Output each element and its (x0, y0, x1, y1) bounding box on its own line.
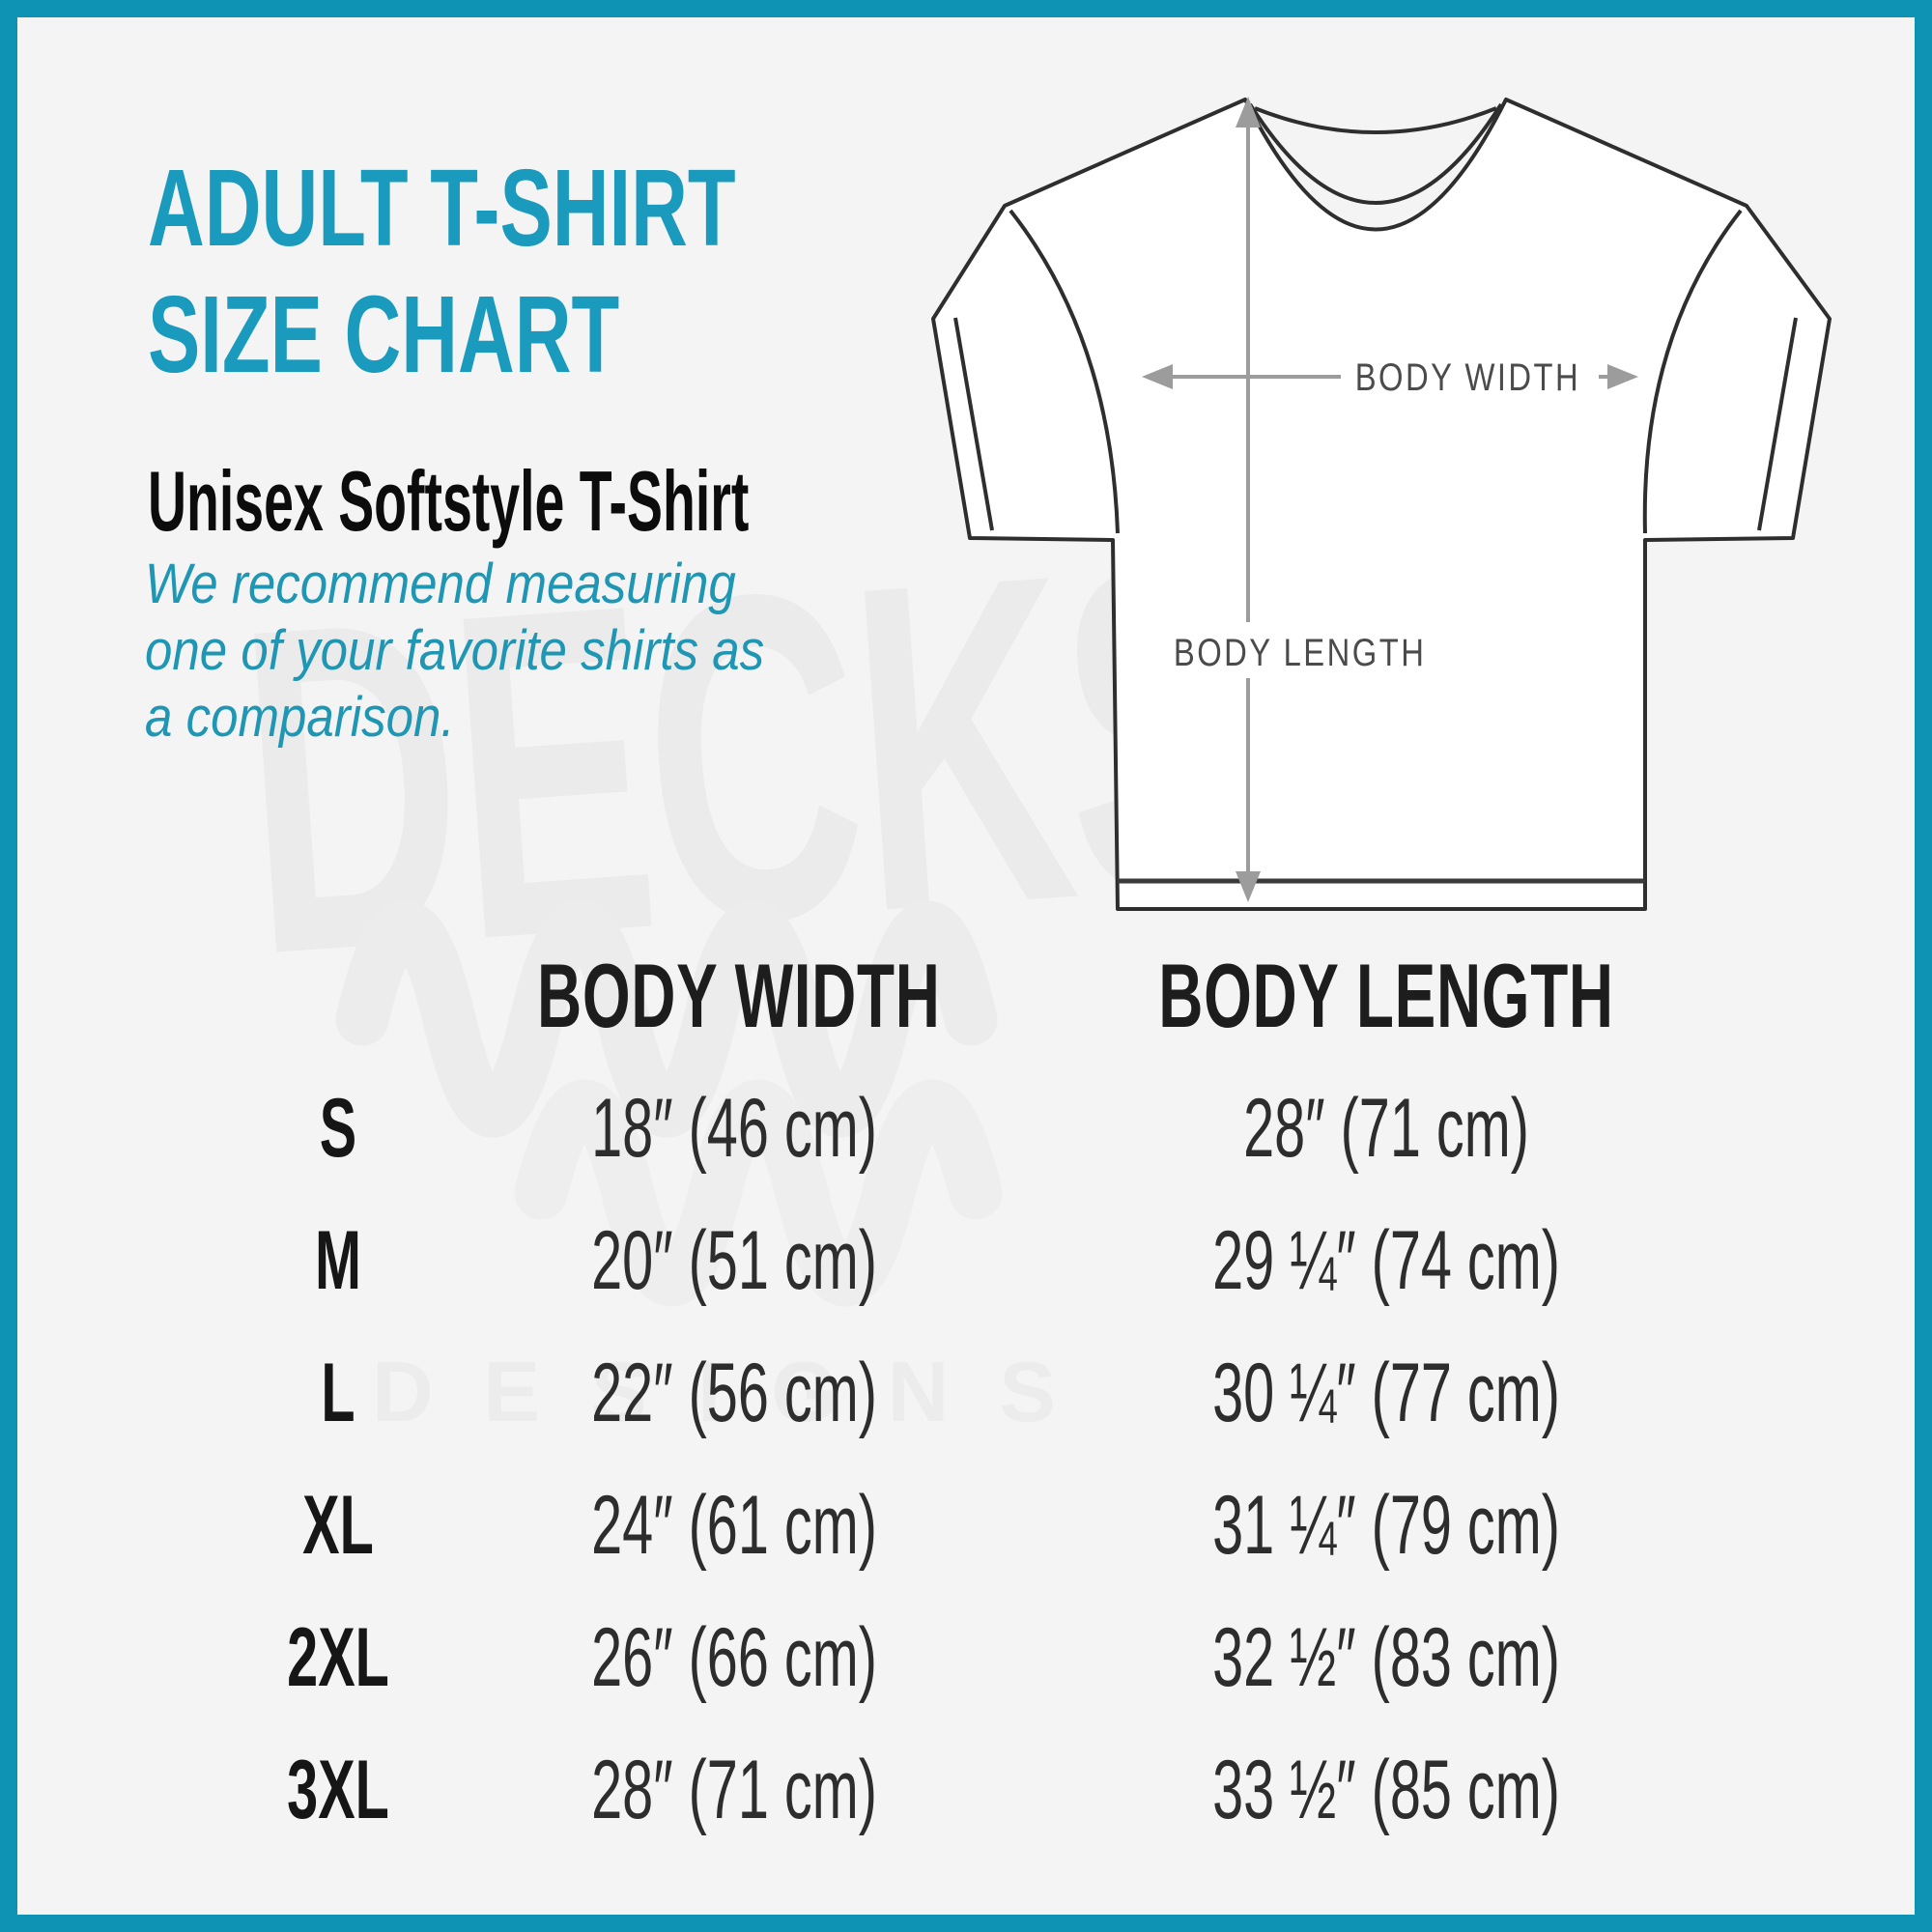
body-length-label-backing (1177, 622, 1424, 678)
table-row: S 18″ (46 cm) 28″ (71 cm) (232, 1063, 1748, 1195)
measuring-note-line1: We recommend measuring (145, 553, 736, 615)
body-width-value: 20″ (51 cm) (591, 1214, 877, 1307)
right-armhole-seam (1642, 209, 1743, 534)
table-row: XL 24″ (61 cm) 31 ¼″ (79 cm) (232, 1460, 1748, 1592)
left-armhole-seam (1009, 209, 1120, 534)
measuring-note-line2: one of your favorite shirts as (145, 619, 765, 682)
size-label: S (319, 1082, 357, 1175)
body-length-value: 32 ½″ (83 cm) (1212, 1611, 1560, 1704)
collar-inner-arc (1248, 102, 1503, 205)
arrow-right-icon (1607, 364, 1638, 389)
tshirt-outline (931, 98, 1832, 911)
product-name: Unisex Softstyle T-Shirt (148, 453, 750, 549)
body-width-value: 26″ (66 cm) (591, 1611, 877, 1704)
body-length-column-header: BODY LENGTH (1158, 945, 1614, 1046)
table-row: 3XL 28″ (71 cm) 33 ½″ (85 cm) (232, 1724, 1748, 1857)
table-row: 2XL 26″ (66 cm) 32 ½″ (83 cm) (232, 1592, 1748, 1724)
size-table-body: S 18″ (46 cm) 28″ (71 cm) M 20″ (51 cm) 29 ¼″… (232, 1063, 1748, 1857)
size-label: M (314, 1214, 361, 1307)
body-length-value: 29 ¼″ (74 cm) (1212, 1214, 1560, 1307)
table-row: L 22″ (56 cm) 30 ¼″ (77 cm) (232, 1327, 1748, 1460)
arrow-left-icon (1142, 364, 1173, 389)
size-table: BODY WIDTH BODY LENGTH S 18″ (46 cm) 28″ (… (232, 929, 1748, 1857)
size-label: XL (302, 1479, 374, 1572)
body-length-value: 33 ½″ (85 cm) (1212, 1744, 1560, 1836)
body-width-value: 18″ (46 cm) (591, 1082, 877, 1175)
size-label: 2XL (287, 1611, 389, 1704)
arrow-down-icon (1236, 871, 1261, 902)
watermark-designs-text: DESIGNS (372, 1344, 1107, 1439)
body-width-value: 22″ (56 cm) (591, 1347, 877, 1439)
collar-back-arc (1254, 106, 1497, 134)
body-length-diagram-label: BODY LENGTH (1174, 631, 1426, 674)
measuring-note: We recommend measuring one of your favor… (145, 551, 764, 751)
body-length-value: 31 ¼″ (79 cm) (1212, 1479, 1560, 1572)
body-width-column-header: BODY WIDTH (537, 945, 941, 1046)
page-title-line1: ADULT T-SHIRT (148, 147, 736, 269)
measuring-note-line3: a comparison. (145, 686, 455, 749)
size-label: 3XL (287, 1744, 389, 1836)
arrow-up-icon (1236, 97, 1261, 128)
left-cuff-line (953, 317, 994, 531)
body-width-value: 28″ (71 cm) (591, 1744, 877, 1836)
size-label: L (321, 1347, 355, 1439)
size-table-header-row: BODY WIDTH BODY LENGTH (232, 929, 1748, 1063)
body-width-diagram-label: BODY WIDTH (1355, 355, 1580, 399)
body-length-value: 30 ¼″ (77 cm) (1212, 1347, 1560, 1439)
body-length-value: 28″ (71 cm) (1243, 1082, 1529, 1175)
page-title: ADULT T-SHIRT SIZE CHART (148, 145, 736, 398)
page-title-line2: SIZE CHART (148, 273, 620, 395)
body-width-value: 24″ (61 cm) (591, 1479, 877, 1572)
right-cuff-line (1757, 317, 1798, 531)
table-row: M 20″ (51 cm) 29 ¼″ (74 cm) (232, 1195, 1748, 1327)
